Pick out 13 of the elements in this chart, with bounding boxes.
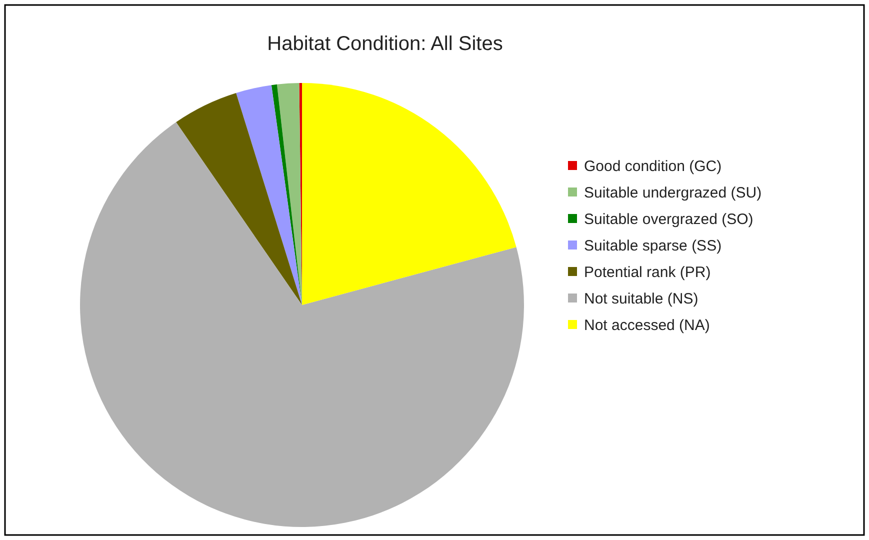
- legend-label: Suitable overgrazed (SO): [584, 211, 754, 228]
- chart-title: Habitat Condition: All Sites: [267, 33, 503, 55]
- legend-label: Potential rank (PR): [584, 264, 711, 281]
- pie-slice: [80, 122, 524, 527]
- pie-slice: [276, 83, 302, 305]
- pie-slice: [176, 93, 302, 305]
- legend-label: Not accessed (NA): [584, 317, 710, 334]
- legend-label: Good condition (GC): [584, 158, 722, 175]
- legend-label: Suitable undergrazed (SU): [584, 184, 762, 202]
- legend-label: Not suitable (NS): [584, 290, 698, 308]
- pie-slice: [236, 85, 302, 305]
- legend-label: Suitable sparse (SS): [584, 238, 722, 254]
- pie-slice: [302, 83, 516, 305]
